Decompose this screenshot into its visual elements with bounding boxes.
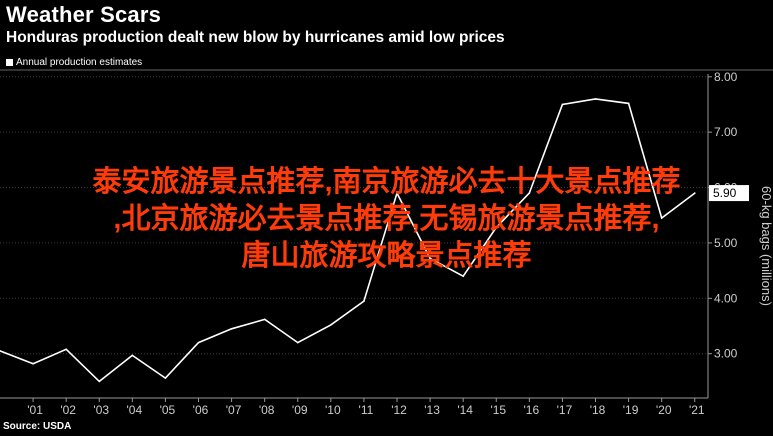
series-line	[0, 98, 696, 383]
data-point	[462, 275, 464, 277]
data-point	[594, 98, 597, 100]
data-point	[263, 318, 266, 321]
x-tick-label: '17	[557, 403, 573, 417]
data-point	[98, 380, 101, 383]
x-tick-label: '14	[457, 403, 473, 417]
data-point	[693, 192, 696, 194]
data-point	[32, 362, 34, 365]
y-tick-label: 8.00	[714, 70, 738, 84]
data-point	[363, 300, 365, 302]
last-value-label: 5.90	[713, 186, 737, 200]
x-tick-label: '02	[60, 403, 76, 417]
x-tick-label: '13	[424, 403, 440, 417]
y-axis-label: 60-kg bags (millions)	[759, 186, 773, 306]
data-point	[330, 324, 332, 326]
x-tick-label: '11	[359, 403, 374, 417]
x-tick-label: '19	[623, 403, 639, 417]
x-tick-label: '20	[656, 403, 672, 417]
data-point	[0, 350, 1, 352]
data-point	[528, 192, 531, 194]
data-point	[197, 341, 200, 344]
x-tick-label: '07	[226, 403, 242, 417]
legend: Annual production estimates	[6, 57, 142, 68]
data-point	[230, 327, 233, 330]
data-point	[396, 192, 398, 194]
y-tick-label: 4.00	[714, 291, 738, 305]
x-tick-label: '08	[259, 403, 275, 417]
x-tick-label: '12	[391, 403, 407, 417]
data-point	[660, 217, 663, 219]
x-tick-label: '21	[689, 403, 705, 417]
legend-swatch	[6, 59, 13, 66]
x-tick-label: '16	[524, 403, 540, 417]
x-tick-label: '06	[193, 403, 209, 417]
last-value-box	[709, 185, 749, 202]
data-point	[561, 103, 564, 106]
x-tick-label: '10	[325, 403, 341, 417]
y-tick-label: 3.00	[714, 347, 738, 361]
x-tick-label: '04	[127, 403, 143, 417]
data-point	[164, 377, 167, 379]
source-note: Source: USDA	[3, 421, 72, 432]
legend-label: Annual production estimates	[16, 57, 143, 68]
x-tick-label: '05	[160, 403, 176, 417]
chart-subtitle: Honduras production dealt new blow by hu…	[6, 29, 505, 46]
y-tick-label: 5.00	[714, 236, 738, 250]
data-point	[131, 354, 134, 357]
x-tick-label: '18	[590, 403, 606, 417]
x-tick-label: '03	[93, 403, 109, 417]
data-point	[627, 102, 630, 105]
data-point	[495, 226, 498, 229]
data-point	[296, 341, 299, 344]
x-tick-label: '01	[27, 403, 43, 417]
data-point	[429, 257, 431, 260]
x-tick-label: '09	[292, 403, 308, 417]
y-tick-label: 7.00	[714, 125, 738, 139]
chart-title: Weather Scars	[6, 2, 162, 27]
data-point	[65, 348, 67, 351]
x-tick-label: '15	[490, 403, 506, 417]
